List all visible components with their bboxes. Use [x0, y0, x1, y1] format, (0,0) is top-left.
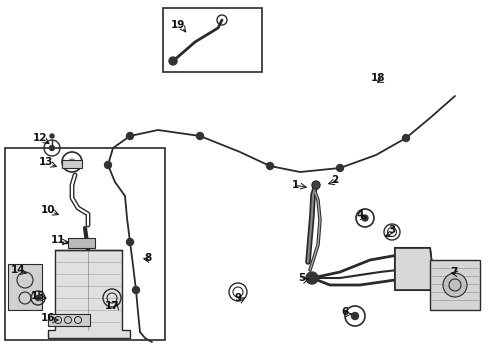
Circle shape — [169, 57, 177, 65]
Circle shape — [305, 272, 317, 284]
Circle shape — [69, 159, 75, 165]
Circle shape — [104, 162, 111, 168]
Circle shape — [402, 135, 408, 141]
Circle shape — [126, 132, 133, 139]
Bar — [163, 8, 262, 72]
Circle shape — [36, 296, 41, 301]
Bar — [5, 148, 164, 340]
Circle shape — [132, 287, 139, 293]
Text: 1: 1 — [291, 180, 298, 190]
Circle shape — [442, 273, 466, 297]
Circle shape — [50, 134, 54, 138]
Text: 18: 18 — [370, 73, 385, 83]
Text: 8: 8 — [144, 253, 151, 263]
Bar — [62, 160, 82, 168]
Text: 10: 10 — [41, 205, 55, 215]
Bar — [68, 238, 95, 248]
Circle shape — [49, 145, 54, 150]
Text: 6: 6 — [341, 307, 348, 317]
Text: 19: 19 — [170, 20, 185, 30]
Circle shape — [311, 181, 319, 189]
Polygon shape — [8, 264, 42, 310]
Text: 4: 4 — [356, 210, 363, 220]
Text: 17: 17 — [104, 301, 119, 311]
Polygon shape — [394, 248, 434, 290]
Circle shape — [126, 238, 133, 246]
Text: 3: 3 — [387, 225, 395, 235]
Polygon shape — [429, 260, 479, 310]
Circle shape — [196, 132, 203, 139]
Circle shape — [336, 165, 343, 171]
Text: 5: 5 — [298, 273, 305, 283]
Polygon shape — [48, 250, 130, 338]
Circle shape — [361, 215, 367, 221]
Bar — [48, 314, 90, 326]
Text: 2: 2 — [331, 175, 338, 185]
Text: 13: 13 — [39, 157, 53, 167]
Text: 9: 9 — [234, 293, 241, 303]
Text: 14: 14 — [11, 265, 25, 275]
Text: 11: 11 — [51, 235, 65, 245]
Circle shape — [266, 162, 273, 170]
Text: 7: 7 — [449, 267, 457, 277]
Text: 12: 12 — [33, 133, 47, 143]
Circle shape — [351, 312, 358, 320]
Text: 15: 15 — [31, 291, 45, 301]
Text: 16: 16 — [41, 313, 55, 323]
